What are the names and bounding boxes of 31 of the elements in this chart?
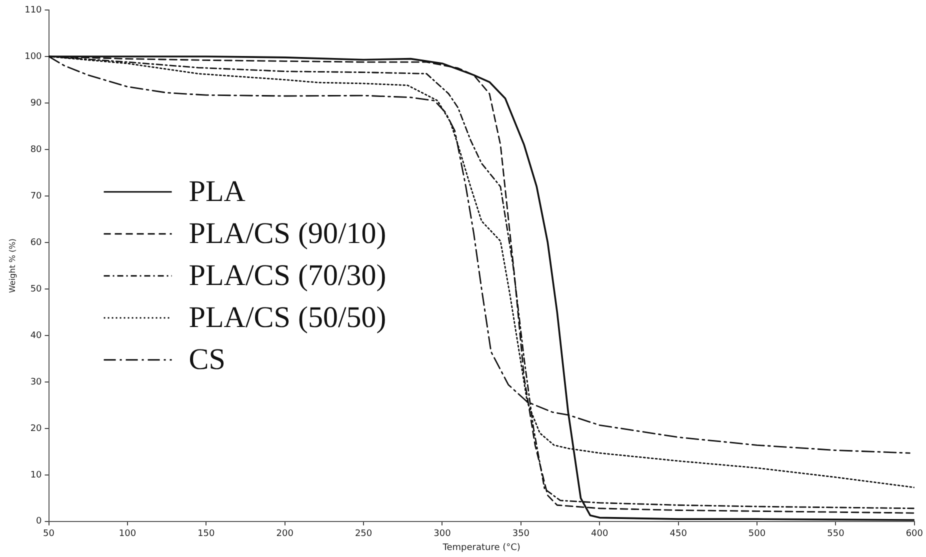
x-tick-label: 550 — [827, 529, 845, 540]
y-tick-label: 100 — [24, 52, 42, 62]
x-axis-title: Temperature (°C) — [442, 542, 520, 553]
legend-label: PLA/CS (90/10) — [188, 216, 386, 250]
x-tick-label: 450 — [670, 529, 688, 540]
x-tick-label: 150 — [198, 529, 216, 540]
y-tick-label: 110 — [24, 5, 42, 16]
y-tick-label: 40 — [30, 330, 42, 341]
x-tick-label: 250 — [354, 529, 372, 540]
y-tick-label: 60 — [30, 238, 42, 248]
x-tick-label: 50 — [43, 529, 55, 540]
x-tick-label: 400 — [591, 529, 608, 540]
legend-label: PLA/CS (70/30) — [188, 258, 386, 292]
legend-label: PLA — [188, 174, 246, 208]
x-tick-label: 600 — [906, 529, 924, 540]
y-tick-label: 80 — [30, 144, 42, 155]
x-tick-label: 300 — [434, 529, 452, 540]
y-tick-label: 30 — [30, 377, 42, 388]
y-tick-label: 90 — [30, 98, 42, 108]
y-tick-label: 10 — [30, 470, 42, 480]
x-tick-label: 350 — [512, 529, 530, 540]
legend-label: CS — [188, 342, 226, 376]
legend-label: PLA/CS (50/50) — [188, 300, 386, 334]
y-tick-label: 20 — [30, 424, 42, 434]
y-tick-label: 0 — [36, 516, 42, 527]
y-tick-label: 50 — [30, 284, 42, 294]
y-axis-title: Weight % (%) — [8, 238, 17, 293]
x-tick-label: 100 — [118, 529, 136, 540]
x-tick-label: 500 — [748, 529, 766, 540]
x-tick-label: 200 — [276, 529, 294, 540]
y-tick-label: 70 — [30, 191, 42, 202]
